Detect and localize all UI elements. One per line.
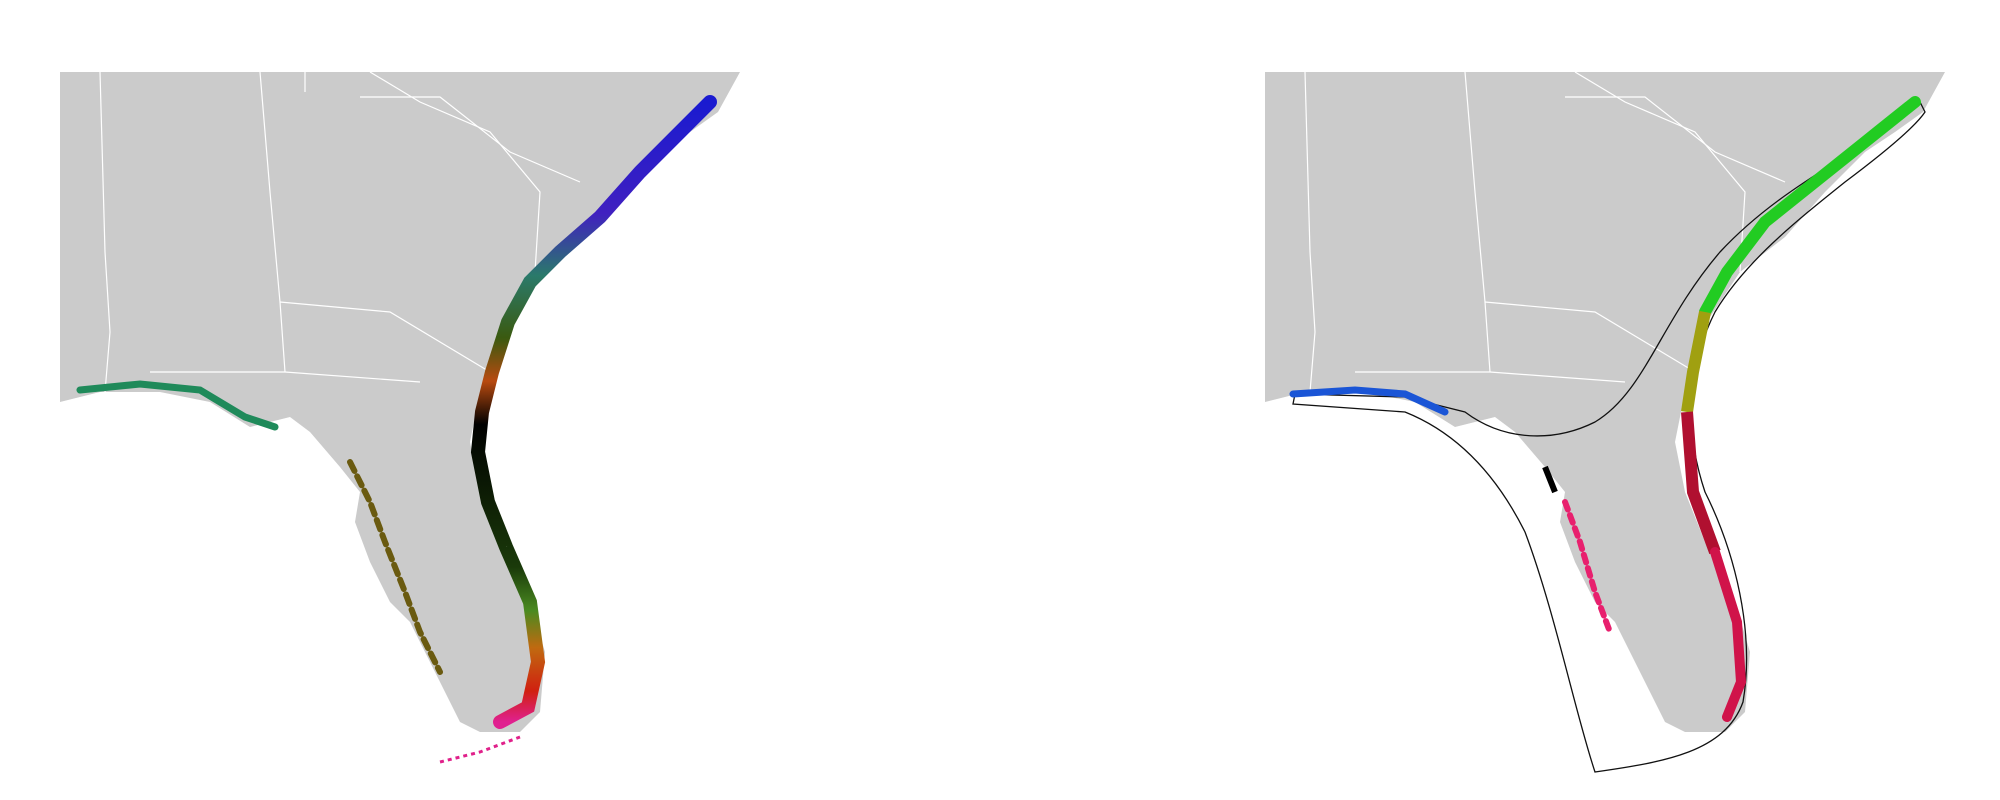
pca-top [845, 70, 1185, 400]
cluster-red [1681, 411, 1721, 555]
cluster-crimson [1710, 547, 1747, 722]
coastline-color-band [470, 95, 717, 729]
west-florida-band [347, 459, 443, 675]
cluster-pink [1562, 499, 1613, 635]
cluster-gradient-east [1681, 310, 1711, 413]
cluster-blue [1289, 386, 1449, 416]
keys-band [439, 735, 521, 764]
land-mass [1265, 72, 1945, 732]
right-map [1265, 72, 1945, 773]
left-map [60, 72, 740, 764]
state-borders [1304, 72, 1786, 393]
state-borders [99, 72, 581, 393]
gulf-coast-band [76, 380, 279, 431]
pca-bottom [845, 438, 1185, 788]
range-outline [1292, 100, 1926, 773]
cluster-black [1542, 465, 1558, 494]
cluster-green [1699, 96, 1921, 318]
